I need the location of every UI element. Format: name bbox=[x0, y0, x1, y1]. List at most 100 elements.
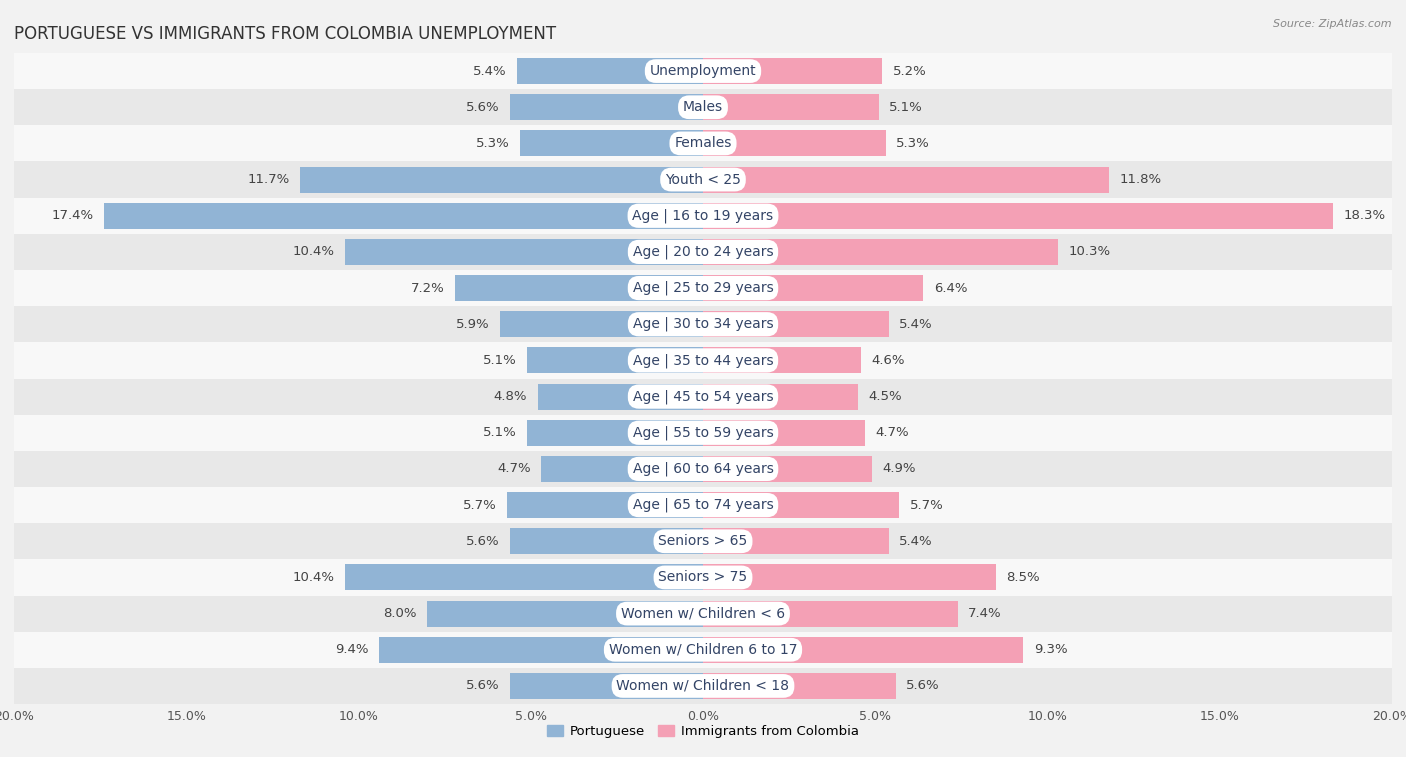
Text: Seniors > 65: Seniors > 65 bbox=[658, 534, 748, 548]
Bar bbox=[14, 415, 1392, 451]
Text: 5.4%: 5.4% bbox=[900, 318, 934, 331]
Bar bbox=[14, 523, 1392, 559]
Bar bbox=[703, 311, 889, 338]
Text: 8.0%: 8.0% bbox=[384, 607, 418, 620]
Bar bbox=[527, 347, 703, 373]
Bar bbox=[703, 239, 1057, 265]
Text: Age | 16 to 19 years: Age | 16 to 19 years bbox=[633, 208, 773, 223]
Bar bbox=[14, 487, 1392, 523]
Bar bbox=[537, 384, 703, 410]
Bar bbox=[703, 167, 1109, 192]
Legend: Portuguese, Immigrants from Colombia: Portuguese, Immigrants from Colombia bbox=[543, 719, 863, 743]
Bar bbox=[14, 631, 1392, 668]
Text: 10.3%: 10.3% bbox=[1069, 245, 1111, 258]
Text: 5.1%: 5.1% bbox=[484, 426, 517, 439]
Bar bbox=[14, 126, 1392, 161]
Bar bbox=[14, 234, 1392, 270]
Bar bbox=[703, 673, 896, 699]
Text: Unemployment: Unemployment bbox=[650, 64, 756, 78]
Bar bbox=[14, 342, 1392, 378]
Text: Age | 20 to 24 years: Age | 20 to 24 years bbox=[633, 245, 773, 259]
Text: Women w/ Children < 18: Women w/ Children < 18 bbox=[616, 679, 790, 693]
Text: Males: Males bbox=[683, 100, 723, 114]
Text: 17.4%: 17.4% bbox=[51, 209, 93, 223]
Bar bbox=[703, 492, 900, 518]
Bar bbox=[703, 58, 882, 84]
Text: 7.4%: 7.4% bbox=[969, 607, 1002, 620]
Text: 5.6%: 5.6% bbox=[907, 680, 939, 693]
Text: Age | 25 to 29 years: Age | 25 to 29 years bbox=[633, 281, 773, 295]
Bar bbox=[703, 456, 872, 482]
Text: 5.4%: 5.4% bbox=[900, 534, 934, 548]
Text: 8.5%: 8.5% bbox=[1007, 571, 1040, 584]
Bar bbox=[517, 58, 703, 84]
Text: 5.7%: 5.7% bbox=[463, 499, 496, 512]
Bar bbox=[14, 668, 1392, 704]
Bar bbox=[703, 275, 924, 301]
Text: 5.3%: 5.3% bbox=[896, 137, 929, 150]
Bar bbox=[456, 275, 703, 301]
Text: 18.3%: 18.3% bbox=[1344, 209, 1386, 223]
Text: Age | 45 to 54 years: Age | 45 to 54 years bbox=[633, 389, 773, 403]
Text: 5.4%: 5.4% bbox=[472, 64, 506, 77]
Text: 5.2%: 5.2% bbox=[893, 64, 927, 77]
Bar bbox=[703, 130, 886, 157]
Text: 5.1%: 5.1% bbox=[889, 101, 922, 114]
Bar bbox=[703, 419, 865, 446]
Bar bbox=[299, 167, 703, 192]
Text: 9.3%: 9.3% bbox=[1033, 643, 1067, 656]
Text: 5.6%: 5.6% bbox=[467, 680, 499, 693]
Text: Age | 35 to 44 years: Age | 35 to 44 years bbox=[633, 354, 773, 368]
Bar bbox=[703, 94, 879, 120]
Bar bbox=[541, 456, 703, 482]
Bar bbox=[344, 239, 703, 265]
Text: 5.3%: 5.3% bbox=[477, 137, 510, 150]
Text: Women w/ Children 6 to 17: Women w/ Children 6 to 17 bbox=[609, 643, 797, 657]
Bar bbox=[527, 419, 703, 446]
Bar bbox=[703, 384, 858, 410]
Text: 7.2%: 7.2% bbox=[411, 282, 444, 294]
Bar bbox=[703, 565, 995, 590]
Bar bbox=[14, 378, 1392, 415]
Bar bbox=[510, 673, 703, 699]
Text: PORTUGUESE VS IMMIGRANTS FROM COLOMBIA UNEMPLOYMENT: PORTUGUESE VS IMMIGRANTS FROM COLOMBIA U… bbox=[14, 25, 557, 43]
Text: 4.8%: 4.8% bbox=[494, 390, 527, 403]
Bar bbox=[14, 559, 1392, 596]
Bar bbox=[344, 565, 703, 590]
Text: Age | 60 to 64 years: Age | 60 to 64 years bbox=[633, 462, 773, 476]
Text: 5.6%: 5.6% bbox=[467, 534, 499, 548]
Bar bbox=[499, 311, 703, 338]
Text: Seniors > 75: Seniors > 75 bbox=[658, 571, 748, 584]
Text: Age | 30 to 34 years: Age | 30 to 34 years bbox=[633, 317, 773, 332]
Text: 10.4%: 10.4% bbox=[292, 245, 335, 258]
Bar bbox=[14, 89, 1392, 126]
Bar bbox=[104, 203, 703, 229]
Text: 10.4%: 10.4% bbox=[292, 571, 335, 584]
Text: 6.4%: 6.4% bbox=[934, 282, 967, 294]
Text: Women w/ Children < 6: Women w/ Children < 6 bbox=[621, 606, 785, 621]
Bar bbox=[14, 306, 1392, 342]
Text: 4.9%: 4.9% bbox=[882, 463, 915, 475]
Text: Source: ZipAtlas.com: Source: ZipAtlas.com bbox=[1274, 19, 1392, 29]
Text: 4.7%: 4.7% bbox=[875, 426, 908, 439]
Text: 11.7%: 11.7% bbox=[247, 173, 290, 186]
Bar bbox=[703, 637, 1024, 663]
Bar bbox=[14, 270, 1392, 306]
Bar bbox=[703, 600, 957, 627]
Bar bbox=[703, 528, 889, 554]
Text: Age | 55 to 59 years: Age | 55 to 59 years bbox=[633, 425, 773, 440]
Bar bbox=[506, 492, 703, 518]
Bar bbox=[14, 451, 1392, 487]
Text: Youth < 25: Youth < 25 bbox=[665, 173, 741, 186]
Bar bbox=[427, 600, 703, 627]
Bar bbox=[510, 528, 703, 554]
Bar bbox=[14, 53, 1392, 89]
Bar bbox=[380, 637, 703, 663]
Text: 5.9%: 5.9% bbox=[456, 318, 489, 331]
Bar bbox=[703, 347, 862, 373]
Text: 11.8%: 11.8% bbox=[1119, 173, 1161, 186]
Bar bbox=[510, 94, 703, 120]
Text: 4.6%: 4.6% bbox=[872, 354, 905, 367]
Text: 4.5%: 4.5% bbox=[869, 390, 903, 403]
Text: 4.7%: 4.7% bbox=[498, 463, 531, 475]
